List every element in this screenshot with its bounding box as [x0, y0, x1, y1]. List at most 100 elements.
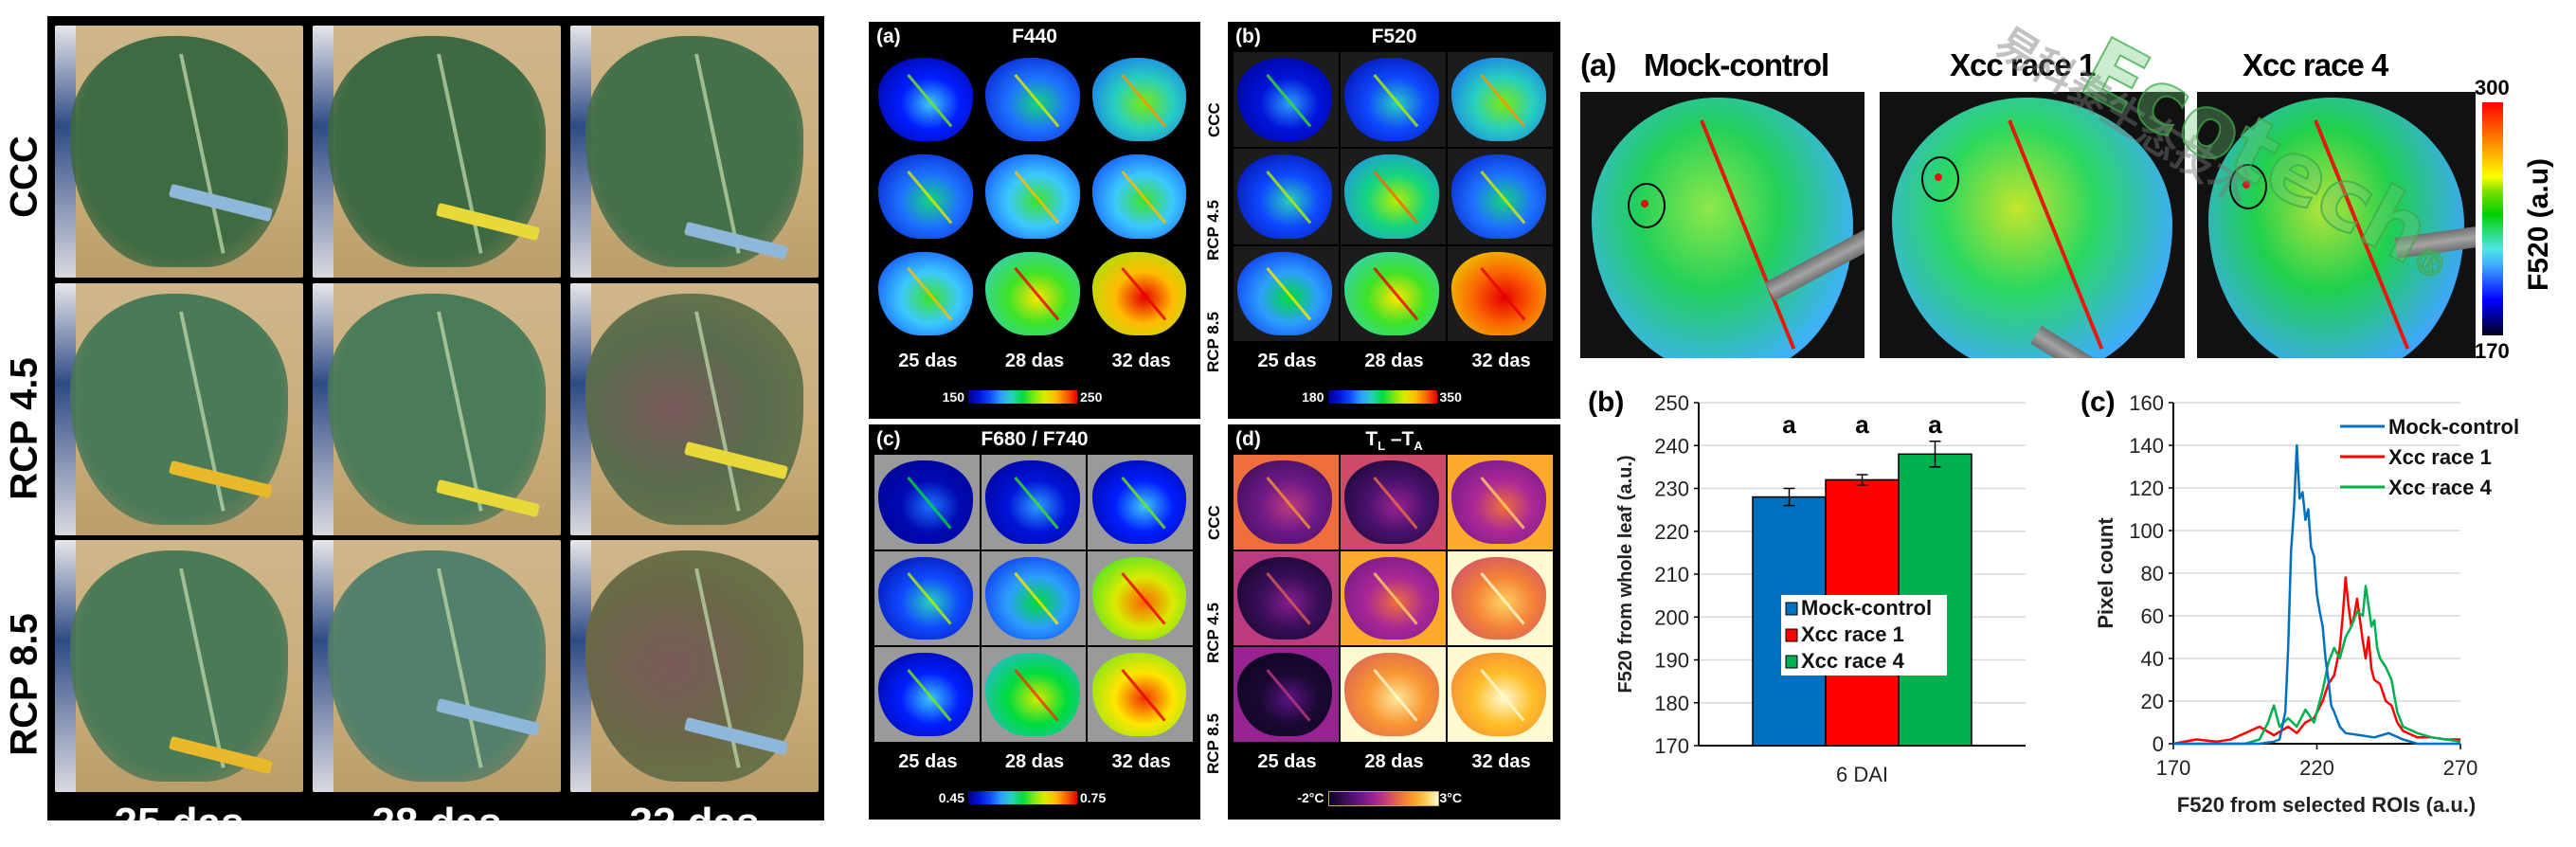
heatmap-cell-0-0 [1234, 52, 1339, 148]
significance-letter-1: a [1855, 410, 1869, 439]
panel-d-title-title_sub2: A [1414, 439, 1423, 454]
panel-a-col-label-2: 32 das [1111, 351, 1171, 371]
photo-backdrop [313, 283, 333, 535]
heatmap-cell-1-2 [1448, 550, 1553, 646]
leaf-heatmap [1451, 154, 1547, 239]
heatmap-cell-0-1 [1341, 455, 1446, 550]
panel-a-colorbar-max: 250 [1080, 389, 1103, 405]
roi-circle [1921, 156, 1959, 202]
panel-b-col-label-2: 32 das [1471, 351, 1531, 371]
heatmap-cell-1-0 [1234, 550, 1339, 646]
leaf-vein [694, 311, 741, 513]
panel-a-colorbar [968, 390, 1077, 404]
leaf-heatmap [878, 460, 973, 544]
panel-d-col-label-1: 28 das [1364, 751, 1424, 772]
leaf [327, 550, 547, 783]
leaf-midrib [1373, 476, 1419, 530]
legend-label-0: Mock-control [2388, 415, 2519, 439]
panel-b-col-label-1: 28 das [1364, 351, 1424, 371]
leaf-heatmap [985, 460, 1080, 544]
panel-d-title-title_main: T [1365, 428, 1378, 450]
leaf-heatmap [1091, 58, 1187, 142]
leaf-vein [179, 568, 225, 769]
panel-d-label: (d) [1235, 428, 1261, 450]
f520-image-1 [1880, 92, 2185, 358]
col-label-0: 25 das [114, 800, 244, 846]
x-tick-label: 270 [2443, 756, 2478, 780]
leaf-midrib [1266, 572, 1312, 625]
leaf-heatmap [1451, 653, 1547, 736]
panel-d-col-label-0: 25 das [1257, 751, 1317, 772]
leaf-midrib [1014, 73, 1059, 127]
x-axis-label: F520 from selected ROIs (a.u.) [2177, 793, 2476, 817]
leaf-f520-map [1891, 97, 2173, 358]
y-tick-label: 120 [2129, 477, 2164, 500]
infection-spot [1935, 173, 1942, 181]
y-tick-label: 170 [1654, 734, 1689, 758]
leaf-midrib [1480, 73, 1526, 127]
heatmap-cell-1-1 [1341, 149, 1446, 244]
histogram-roi: 0 20 40 60 80 100 120 140 160 170 220 270 F520 from … [2081, 387, 2519, 817]
leaf-heatmap [1451, 556, 1547, 640]
panel-d-col-label-2: 32 das [1471, 751, 1531, 772]
row-label-rcp85: RCP 8.5 [3, 613, 45, 756]
leaf-midrib [907, 572, 953, 625]
heatmap-cell-1-0 [874, 550, 980, 646]
series-line-xcc-race-4 [2173, 585, 2461, 746]
col-label-1: 28 das [371, 800, 502, 846]
panel-c: (c) F680 / F740 25 das 28 das 32 das 0.45 0.75 [869, 424, 1200, 820]
leaf-heatmap [1344, 556, 1440, 640]
leaf-heatmap [1091, 460, 1187, 544]
legend-box [1781, 595, 1947, 676]
leaf-vein [694, 53, 741, 255]
panel-b-label: (b) [1235, 26, 1261, 47]
leaf-heatmap [878, 154, 973, 239]
panel-d-title-title_sub1: L [1378, 439, 1386, 454]
leaf-heatmap [1237, 460, 1333, 544]
leaf-midrib [907, 476, 953, 530]
panel-b: (b) F520 25 das 28 das 32 das 180 350 [1228, 22, 1560, 419]
legend-label-0: Mock-control [1801, 596, 1932, 620]
heatmap-cell-1-2 [1448, 149, 1553, 244]
legend-swatch-2 [1785, 655, 1798, 669]
y-tick-label: 80 [2141, 562, 2164, 586]
leaf-midrib [1014, 668, 1059, 722]
leaf-midrib [1014, 476, 1059, 530]
leaf-midrib [1266, 267, 1312, 321]
leaf-midrib [1480, 171, 1526, 225]
leaf-midrib [1480, 668, 1526, 722]
heatmap-cell-2-2 [1088, 647, 1193, 742]
image-title-xcc-race-4: Xcc race 4 [2243, 47, 2388, 82]
leaf-midrib [1266, 171, 1312, 225]
y-tick-label: 40 [2141, 647, 2164, 671]
series-line-xcc-race-1 [2172, 576, 2460, 746]
leaf-heatmap [1091, 653, 1187, 736]
panel-b-title: F520 [1371, 26, 1417, 47]
fig2-row-label-rcp85-2: RCP 8.5 [1204, 713, 1222, 774]
series-line-mock-control [2173, 443, 2460, 746]
panel-d-colorbar-min: -2°C [1297, 790, 1324, 805]
fig2-row-label-ccc-2: CCC [1205, 505, 1223, 540]
heatmap-cell-1-1 [1341, 550, 1446, 646]
leaf-midrib [1373, 572, 1419, 625]
bar-chart-whole-leaf: 170 180 190 200 210 220 230 240 250 a a a 6 DAI F520 … [1588, 387, 2026, 786]
heatmap-cell-1-0 [874, 149, 980, 244]
panel-c-col-label-0: 25 das [898, 751, 958, 772]
roi-circle [2229, 164, 2267, 209]
heatmap-cell-2-1 [1341, 245, 1446, 341]
heatmap-cell-0-1 [1341, 52, 1446, 148]
colorbar-label: F520 (a.u) [2523, 157, 2554, 292]
leaf-midrib [1373, 171, 1419, 225]
panel-b-colorbar-max: 350 [1439, 389, 1462, 405]
heatmap-cell-0-2 [1448, 52, 1553, 148]
panel-d-title-title_dash: –T [1385, 428, 1414, 450]
panel-c-col-label-2: 32 das [1111, 751, 1171, 772]
y-tick-label: 200 [1654, 605, 1689, 629]
fig2-row-label-rcp45: RCP 4.5 [1204, 200, 1222, 261]
photo-backdrop [570, 26, 591, 278]
photo-backdrop [55, 26, 76, 278]
leaf-midrib [1480, 476, 1526, 530]
photo-backdrop [570, 283, 591, 535]
leaf-heatmap [1451, 58, 1547, 142]
